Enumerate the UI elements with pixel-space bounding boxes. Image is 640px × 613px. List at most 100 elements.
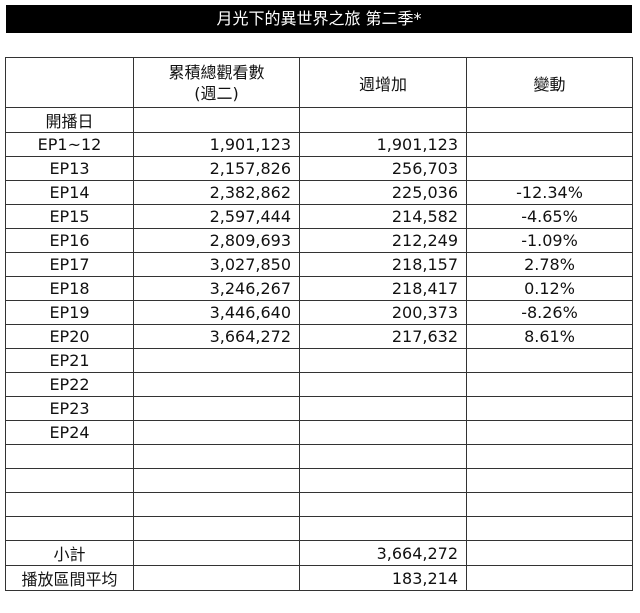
episode-label-cell[interactable]: EP22 xyxy=(5,372,134,397)
episode-label-cell[interactable] xyxy=(5,516,134,541)
cumulative-views-cell[interactable]: 3,246,267 xyxy=(133,276,300,301)
cumulative-views-cell[interactable] xyxy=(133,396,300,421)
change-percent-cell[interactable] xyxy=(466,132,633,157)
header-blank-cell[interactable] xyxy=(5,57,134,108)
weekly-increase-cell[interactable] xyxy=(299,348,467,373)
table-row xyxy=(5,468,633,493)
cumulative-views-cell[interactable]: 2,809,693 xyxy=(133,228,300,253)
episode-label-cell[interactable]: EP14 xyxy=(5,180,134,205)
change-percent-cell[interactable]: 2.78% xyxy=(466,252,633,277)
header-cumulative-line2: (週二) xyxy=(194,83,239,103)
change-percent-cell[interactable] xyxy=(466,348,633,373)
cumulative-views-cell[interactable]: 3,027,850 xyxy=(133,252,300,277)
weekly-increase-cell[interactable]: 217,632 xyxy=(299,324,467,349)
cumulative-views-cell[interactable] xyxy=(133,444,300,469)
change-percent-cell[interactable]: -1.09% xyxy=(466,228,633,253)
episode-label-cell[interactable]: 開播日 xyxy=(5,107,134,133)
cumulative-views-cell[interactable]: 3,664,272 xyxy=(133,324,300,349)
episode-label-cell[interactable] xyxy=(5,468,134,493)
weekly-increase-cell[interactable] xyxy=(299,107,467,133)
weekly-increase-cell[interactable]: 218,417 xyxy=(299,276,467,301)
average-row-label[interactable]: 播放區間平均 xyxy=(5,565,134,591)
subtotal-row-cumulative-cell[interactable] xyxy=(133,540,300,566)
cumulative-views-cell[interactable] xyxy=(133,492,300,517)
table-row xyxy=(5,492,633,517)
weekly-increase-cell[interactable]: 200,373 xyxy=(299,300,467,325)
change-percent-cell[interactable] xyxy=(466,492,633,517)
header-cumulative[interactable]: 累積總觀看數 (週二) xyxy=(133,57,300,108)
weekly-increase-cell[interactable] xyxy=(299,396,467,421)
episode-label-cell[interactable]: EP19 xyxy=(5,300,134,325)
weekly-increase-cell[interactable]: 218,157 xyxy=(299,252,467,277)
episode-label-cell[interactable]: EP16 xyxy=(5,228,134,253)
table-row: EP1~12 1,901,123 1,901,123 xyxy=(5,132,633,157)
cumulative-views-cell[interactable]: 3,446,640 xyxy=(133,300,300,325)
weekly-increase-cell[interactable]: 256,703 xyxy=(299,156,467,181)
change-percent-cell[interactable]: -12.34% xyxy=(466,180,633,205)
subtotal-row-label[interactable]: 小計 xyxy=(5,540,134,566)
change-percent-cell[interactable]: 8.61% xyxy=(466,324,633,349)
change-percent-cell[interactable] xyxy=(466,372,633,397)
cumulative-views-cell[interactable] xyxy=(133,348,300,373)
cumulative-views-cell[interactable] xyxy=(133,516,300,541)
table-row: EP17 3,027,850 218,157 2.78% xyxy=(5,252,633,277)
header-weekly[interactable]: 週增加 xyxy=(299,57,467,108)
weekly-increase-cell[interactable] xyxy=(299,372,467,397)
weekly-increase-cell[interactable] xyxy=(299,468,467,493)
weekly-increase-cell[interactable]: 225,036 xyxy=(299,180,467,205)
episode-label-cell[interactable]: EP18 xyxy=(5,276,134,301)
weekly-increase-cell[interactable] xyxy=(299,444,467,469)
change-percent-cell[interactable]: 0.12% xyxy=(466,276,633,301)
episode-label-cell[interactable] xyxy=(5,492,134,517)
cumulative-views-cell[interactable] xyxy=(133,372,300,397)
episode-label-cell[interactable]: EP1~12 xyxy=(5,132,134,157)
subtotal-row-change-cell[interactable] xyxy=(466,540,633,566)
table-row: EP16 2,809,693 212,249 -1.09% xyxy=(5,228,633,253)
episode-label-cell[interactable]: EP13 xyxy=(5,156,134,181)
episode-label-cell[interactable] xyxy=(5,444,134,469)
average-row-change-cell[interactable] xyxy=(466,565,633,591)
viewership-table: 累積總觀看數 (週二) 週增加 變動 開播日 EP1~12 1,901,123 1,9… xyxy=(5,57,633,591)
weekly-increase-cell[interactable] xyxy=(299,492,467,517)
change-percent-cell[interactable] xyxy=(466,396,633,421)
table-row: EP18 3,246,267 218,417 0.12% xyxy=(5,276,633,301)
table-row: 開播日 xyxy=(5,107,633,133)
change-percent-cell[interactable] xyxy=(466,156,633,181)
episode-label-cell[interactable]: EP20 xyxy=(5,324,134,349)
cumulative-views-cell[interactable]: 2,382,862 xyxy=(133,180,300,205)
change-percent-cell[interactable] xyxy=(466,516,633,541)
change-percent-cell[interactable] xyxy=(466,444,633,469)
cumulative-views-cell[interactable]: 2,597,444 xyxy=(133,204,300,229)
cumulative-views-cell[interactable] xyxy=(133,420,300,445)
change-percent-cell[interactable] xyxy=(466,420,633,445)
episode-label-cell[interactable]: EP23 xyxy=(5,396,134,421)
weekly-increase-cell[interactable] xyxy=(299,516,467,541)
average-row-weekly-cell[interactable]: 183,214 xyxy=(299,565,467,591)
weekly-increase-cell[interactable]: 212,249 xyxy=(299,228,467,253)
table-row: EP15 2,597,444 214,582 -4.65% xyxy=(5,204,633,229)
episode-label-cell[interactable]: EP21 xyxy=(5,348,134,373)
weekly-increase-cell[interactable]: 214,582 xyxy=(299,204,467,229)
weekly-increase-cell[interactable] xyxy=(299,420,467,445)
weekly-increase-cell[interactable]: 1,901,123 xyxy=(299,132,467,157)
header-change[interactable]: 變動 xyxy=(466,57,633,108)
cumulative-views-cell[interactable] xyxy=(133,107,300,133)
cumulative-views-cell[interactable]: 1,901,123 xyxy=(133,132,300,157)
cumulative-views-cell[interactable]: 2,157,826 xyxy=(133,156,300,181)
table-row xyxy=(5,516,633,541)
episode-label-cell[interactable]: EP15 xyxy=(5,204,134,229)
episode-label-cell[interactable]: EP17 xyxy=(5,252,134,277)
change-percent-cell[interactable] xyxy=(466,468,633,493)
change-percent-cell[interactable]: -8.26% xyxy=(466,300,633,325)
change-percent-cell[interactable] xyxy=(466,107,633,133)
table-row: EP23 xyxy=(5,396,633,421)
average-row-cumulative-cell[interactable] xyxy=(133,565,300,591)
change-percent-cell[interactable]: -4.65% xyxy=(466,204,633,229)
cumulative-views-cell[interactable] xyxy=(133,468,300,493)
sheet-title: 月光下的異世界之旅 第二季* xyxy=(6,5,632,33)
average-row: 播放區間平均 183,214 xyxy=(5,565,633,591)
subtotal-row-weekly-cell[interactable]: 3,664,272 xyxy=(299,540,467,566)
subtotal-row: 小計 3,664,272 xyxy=(5,540,633,566)
table-row: EP21 xyxy=(5,348,633,373)
episode-label-cell[interactable]: EP24 xyxy=(5,420,134,445)
